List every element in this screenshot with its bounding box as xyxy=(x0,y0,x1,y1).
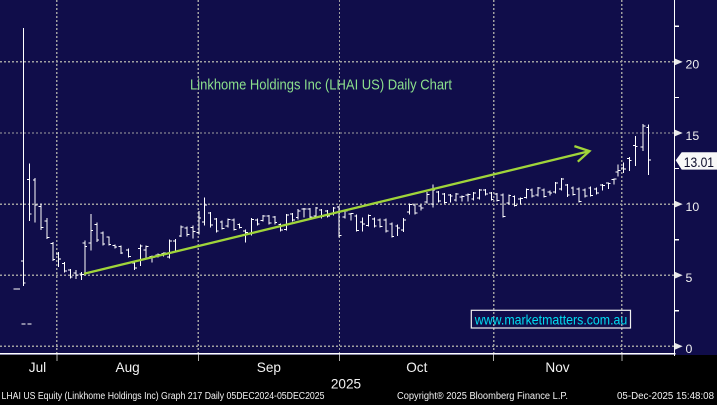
svg-text:10: 10 xyxy=(686,200,700,214)
svg-text:Jul: Jul xyxy=(29,360,46,375)
svg-text:0: 0 xyxy=(686,342,693,356)
svg-text:Sep: Sep xyxy=(257,360,281,375)
svg-text:Oct: Oct xyxy=(406,360,427,375)
svg-text:2025: 2025 xyxy=(331,377,361,392)
svg-text:Aug: Aug xyxy=(116,360,140,375)
svg-text:Nov: Nov xyxy=(545,360,569,375)
svg-text:13.01: 13.01 xyxy=(684,154,714,170)
svg-text:LHAI US Equity (Linkhome Holdi: LHAI US Equity (Linkhome Holdings Inc) G… xyxy=(2,391,325,402)
svg-text:15: 15 xyxy=(686,129,700,143)
svg-text:www.marketmatters.com.au: www.marketmatters.com.au xyxy=(474,313,627,329)
svg-text:20: 20 xyxy=(686,58,700,72)
svg-text:Linkhome Holdings Inc (LHAI US: Linkhome Holdings Inc (LHAI US) Daily Ch… xyxy=(190,77,453,94)
svg-text:Copyright® 2025 Bloomberg Fina: Copyright® 2025 Bloomberg Finance L.P. xyxy=(397,391,568,402)
svg-text:05-Dec-2025 15:48:08: 05-Dec-2025 15:48:08 xyxy=(617,391,714,402)
svg-text:5: 5 xyxy=(686,271,693,285)
